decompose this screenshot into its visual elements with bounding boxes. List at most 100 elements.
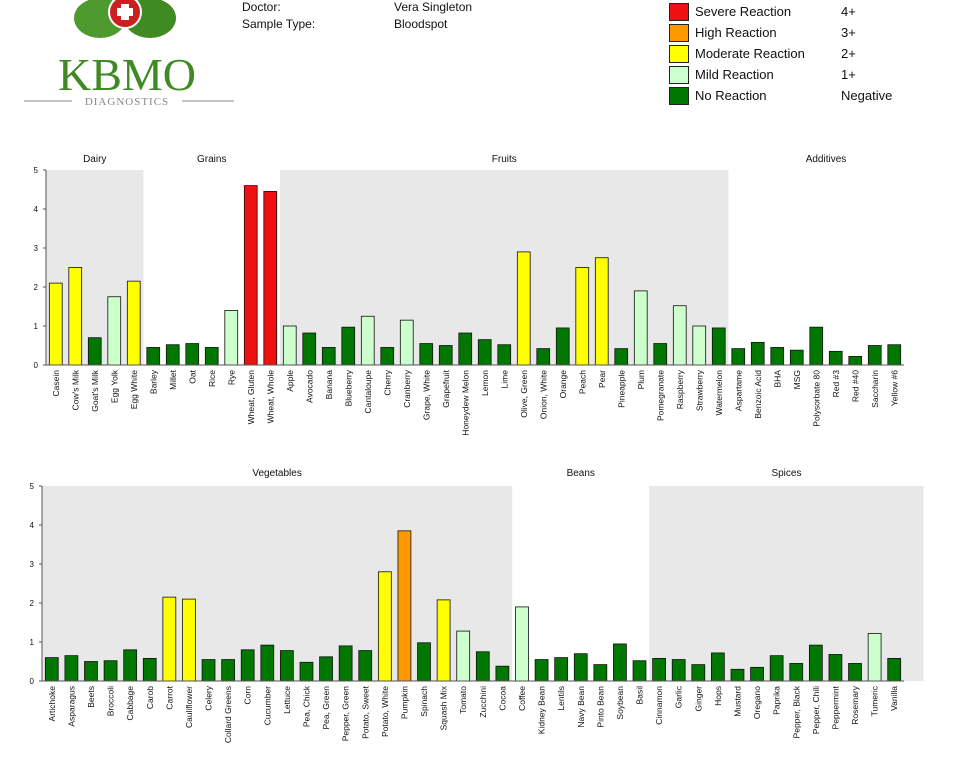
bar-honeydew-melon <box>458 332 473 366</box>
x-tick-label: Paprika <box>772 686 782 715</box>
x-tick-label: Banana <box>324 370 334 400</box>
legend-item-moderate: Moderate Reaction 2+ <box>669 45 929 64</box>
bar-wheat-whole <box>263 191 278 366</box>
x-tick-label: Pumpkin <box>399 686 409 719</box>
x-tick-label: Yellow #6 <box>889 370 899 406</box>
bar-coffee <box>515 606 529 682</box>
x-tick-label: Potato, White <box>380 686 390 737</box>
y-tick-label: 4 <box>30 521 35 530</box>
doctor-value: Vera Singleton <box>394 0 473 14</box>
legend-item-severe: Severe Reaction 4+ <box>669 3 929 22</box>
legend-grade: 1+ <box>841 67 856 82</box>
x-tick-label: BHA <box>772 370 782 388</box>
bar-peppermint <box>828 654 843 682</box>
x-tick-label: Corn <box>243 686 253 705</box>
x-tick-label: Red #3 <box>831 370 841 398</box>
bar-garlic <box>671 659 686 682</box>
bar-pear <box>594 257 609 366</box>
x-tick-label: Pear <box>597 370 607 388</box>
group-label: Dairy <box>83 154 106 165</box>
y-tick-label: 0 <box>34 361 39 370</box>
x-tick-label: Grapefruit <box>441 369 451 407</box>
bar-carrot <box>162 596 177 682</box>
bar-celery <box>201 659 216 682</box>
bar-wheat-gluten <box>243 185 258 366</box>
legend-label: Mild Reaction <box>695 67 774 82</box>
legend-swatch <box>669 45 689 63</box>
bar-orange <box>555 327 570 366</box>
logo-subtext: DIAGNOSTICS <box>85 96 169 108</box>
x-tick-label: Potato, Sweet <box>360 685 370 739</box>
bar-cow-s-milk <box>68 267 83 366</box>
bar-watermelon <box>711 327 726 366</box>
x-tick-label: Cinnamon <box>654 686 664 725</box>
bar-tumeric <box>867 633 882 682</box>
doctor-label: Doctor: <box>242 0 281 14</box>
x-tick-label: Carob <box>145 686 155 709</box>
x-tick-label: Egg White <box>129 370 139 409</box>
bar-avocado <box>302 332 317 366</box>
chart-2: Vegetables Beans Spices 0 1 2 3 4 5 Artichoke Aspa… <box>30 468 924 743</box>
group-band <box>42 486 513 681</box>
x-tick-label: Onion, White <box>538 370 548 419</box>
x-tick-label: Pineapple <box>616 370 626 408</box>
group-label: Spices <box>771 468 801 479</box>
bar-soybean <box>613 643 627 682</box>
group-label: Fruits <box>492 154 517 165</box>
bar-oat <box>185 343 200 366</box>
legend-label: High Reaction <box>695 25 777 40</box>
bar-aspartame <box>731 348 746 366</box>
x-tick-label: Wheat, Gluten <box>246 370 256 425</box>
x-tick-label: Watermelon <box>714 370 724 416</box>
bar-zucchini <box>475 651 490 682</box>
bar-cherry <box>380 347 395 366</box>
bar-broccoli <box>103 660 118 682</box>
sample-type-label: Sample Type: <box>242 17 316 31</box>
y-tick-label: 3 <box>34 244 39 253</box>
x-tick-label: Pepper, Green <box>341 686 351 742</box>
bar-carob <box>142 657 157 682</box>
bar-goat-s-milk <box>87 337 102 366</box>
x-tick-label: Cabbage <box>125 686 135 721</box>
bar-vanilla <box>887 657 902 682</box>
bar-grapefruit <box>438 345 453 366</box>
x-tick-label: Asparagus <box>66 686 76 727</box>
bar-benzoic-acid <box>750 341 765 366</box>
x-tick-label: Pepper, Chili <box>811 686 821 734</box>
bar-ginger <box>691 664 706 682</box>
legend-swatch <box>669 3 689 21</box>
y-tick-label: 5 <box>34 166 39 175</box>
x-tick-label: Benzoic Acid <box>753 370 763 419</box>
bar-basil <box>632 660 647 682</box>
x-tick-label: Plum <box>636 370 646 389</box>
group-label: Grains <box>197 154 226 165</box>
x-tick-label: Barley <box>148 369 158 394</box>
x-tick-label: Strawberry <box>694 369 704 411</box>
bar-pinto-bean <box>593 664 608 682</box>
bar-mustard <box>730 668 745 682</box>
bar-squash-mix <box>436 599 451 682</box>
bar-kidney-bean <box>534 659 549 682</box>
bar-polysorbate-80 <box>809 326 824 366</box>
bar-lemon <box>477 339 492 366</box>
chart-1: Dairy Grains Fruits Additives 0 1 2 3 4 5 Casein Co… <box>34 154 904 436</box>
legend-label: Moderate Reaction <box>695 46 805 61</box>
x-tick-label: Carrot <box>164 685 174 709</box>
x-tick-label: MSG <box>792 370 802 389</box>
bar-cantaloupe <box>360 315 375 366</box>
y-tick-label: 2 <box>34 283 39 292</box>
bar-cucumber <box>260 644 275 682</box>
bar-msg <box>789 349 804 366</box>
x-tick-label: Lime <box>499 370 509 389</box>
x-tick-label: Cauliflower <box>184 686 194 728</box>
x-tick-label: Pinto Bean <box>595 686 605 728</box>
x-tick-label: Hops <box>713 686 723 706</box>
y-tick-label: 1 <box>34 322 39 331</box>
x-tick-label: Goat's Milk <box>90 369 100 412</box>
x-tick-label: Squash Mix <box>439 685 449 730</box>
x-tick-label: Celery <box>204 685 214 710</box>
x-tick-label: Wheat, Whole <box>265 370 275 424</box>
bar-paprika <box>769 655 784 682</box>
bar-egg-yolk <box>107 296 122 366</box>
